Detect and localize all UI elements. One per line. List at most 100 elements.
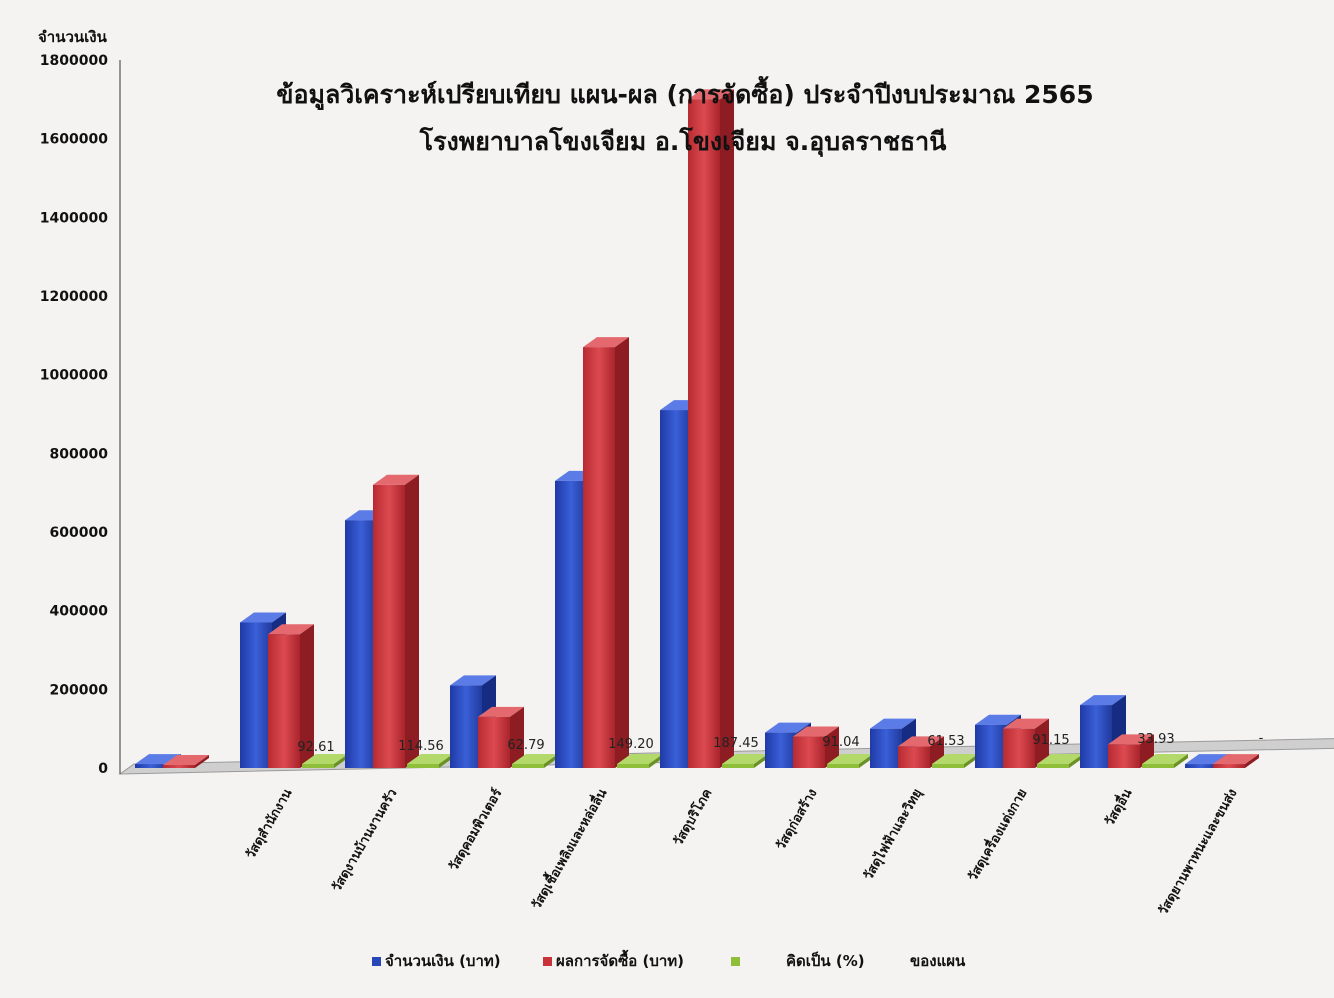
bar-front [555,480,587,768]
x-category-label: วัสดุเครื่องแต่งกาย [963,785,1031,884]
x-category-label: วัสดุเชื้อเพลิงและหล่อลื่น [526,784,611,912]
bar-front [793,736,825,768]
bar-top [512,754,558,764]
bar-top [793,726,839,737]
y-tick-label: 1200000 [40,289,108,305]
bar-top [688,89,734,100]
bar-top [373,474,419,485]
bar-side [1245,754,1259,768]
x-category-label: วัสดุไฟฟ้าและวิทยุ [859,786,925,883]
bar-side [859,754,873,768]
bar-side [615,337,629,768]
y-tick-label: 1000000 [40,368,108,384]
bar-top [617,754,663,764]
bar-front [240,622,272,768]
bar-side [754,754,768,768]
percent-bar [617,754,663,768]
bar-side [405,474,419,768]
y-tick-label: 1600000 [40,132,108,148]
percent-bar [512,754,558,768]
bar-top [1080,695,1126,706]
bar-side [195,755,209,768]
bar-top [722,754,768,764]
percent-data-label: 187.45 [713,736,759,751]
percent-data-label: 91.15 [1032,733,1069,748]
bar-top [975,714,1021,725]
bar-front [1185,764,1217,768]
bar-top [1003,718,1049,729]
x-category-label: วัสดุก่อสร้าง [773,786,821,853]
percent-data-label: 149.20 [608,737,654,752]
bar-top [163,755,209,765]
bar-front [617,764,649,768]
bar-front [302,764,334,768]
percent-bar [1037,754,1083,768]
y-axis-title: จำนวนเงิน [38,28,108,46]
data-bar [373,474,419,768]
percent-data-label: 33.93 [1137,732,1174,747]
bar-front [512,764,544,768]
bar-top [1142,754,1188,764]
bar-top [240,612,286,623]
bar-front [688,99,720,769]
data-bar [688,89,734,769]
data-bar [765,722,811,768]
bar-front [1213,764,1245,768]
legend: จำนวนเงิน (บาท) ผลการจัดซื้อ (บาท) คิดเป็น… [372,949,966,970]
bar-top [898,736,944,747]
bar-front [450,685,482,768]
x-category-label: วัสดุสำนักงาน [243,786,296,862]
bar-top [450,675,496,686]
y-tick-label: 800000 [50,446,109,462]
chart-subtitle: โรงพยาบาลโขงเจียม อ.โขงเจียม จ.อุบลราชธา… [419,126,947,158]
legend-swatch [372,957,381,966]
percent-data-label: 91.04 [822,735,859,750]
data-bar [478,706,524,768]
bar-front [583,347,615,768]
data-bar [1003,718,1049,768]
bar-front [827,764,859,768]
bar-front [975,724,1007,768]
bar-front [135,764,167,768]
bar-top [827,754,873,764]
percent-bar [932,754,978,768]
percent-bar [722,754,768,768]
percent-data-label: 92.61 [297,740,334,755]
bar-top [583,337,629,348]
percent-data-label: - [1259,731,1264,746]
bar-front [870,728,902,768]
x-category-label: วัสดุคอมพิวเตอร์ [445,786,505,874]
bar-front [268,634,300,768]
bar-front [407,764,439,768]
bar-front [1142,764,1174,768]
bar-side [544,754,558,768]
x-category-label: วัสดุอื่น [1100,785,1136,829]
legend-label: คิดเป็น (%) [786,951,865,970]
bar-side [439,754,453,768]
data-bar [268,624,314,768]
percent-bar [1142,754,1188,768]
bar-top [302,754,348,764]
y-tick-label: 0 [98,761,108,777]
data-bar [583,337,629,768]
legend-extra-label: ของแผน [910,952,966,970]
y-tick-label: 200000 [50,682,109,698]
bar-top [765,722,811,733]
bar-top [407,754,453,764]
bar-side [1035,718,1049,768]
bar-front [1080,705,1112,768]
y-tick-label: 400000 [50,604,109,620]
bar-side [1069,754,1083,768]
percent-bar [302,754,348,768]
bar-top [478,706,524,717]
bar-front [1108,744,1140,768]
x-category-label: วัสดุงานบ้านงานครัว [329,786,401,895]
bar-front [722,764,754,768]
data-bar [1213,754,1259,768]
legend-label: ผลการจัดซื้อ (บาท) [556,949,684,970]
bar-front [765,732,797,768]
bar-side [720,89,734,769]
legend-swatch [543,957,552,966]
